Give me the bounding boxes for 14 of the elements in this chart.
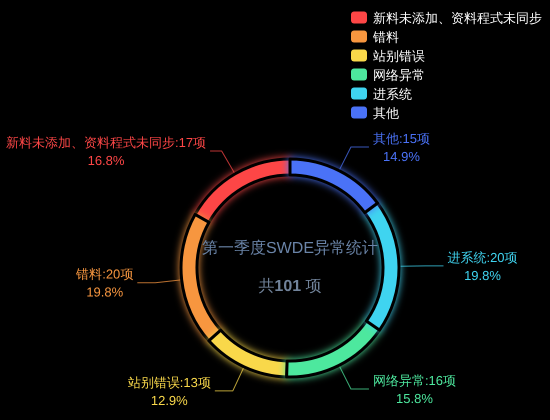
data-label: 其他:15项 14.9%	[372, 130, 430, 164]
data-label: 新料未添加、资料程式未同步:17项 16.8%	[6, 134, 206, 168]
data-label: 错料:20项 19.8%	[75, 266, 134, 300]
legend-label: 网络异常	[373, 67, 425, 82]
data-label: 网络异常:16项 15.8%	[372, 372, 456, 406]
legend-label: 其他	[373, 105, 399, 120]
text: 共101 项	[258, 276, 322, 294]
data-label: 站别错误:13项 12.9%	[128, 374, 211, 408]
text: 第一季度SWDE异常统计	[202, 238, 378, 256]
legend-label: 站别错误	[373, 48, 425, 63]
data-label: 进系统:20项 19.8%	[447, 249, 518, 282]
legend-label: 错料	[372, 29, 399, 44]
legend-label: 新料未添加、资料程式未同步	[373, 10, 542, 25]
legend-label: 进系统	[373, 86, 412, 101]
